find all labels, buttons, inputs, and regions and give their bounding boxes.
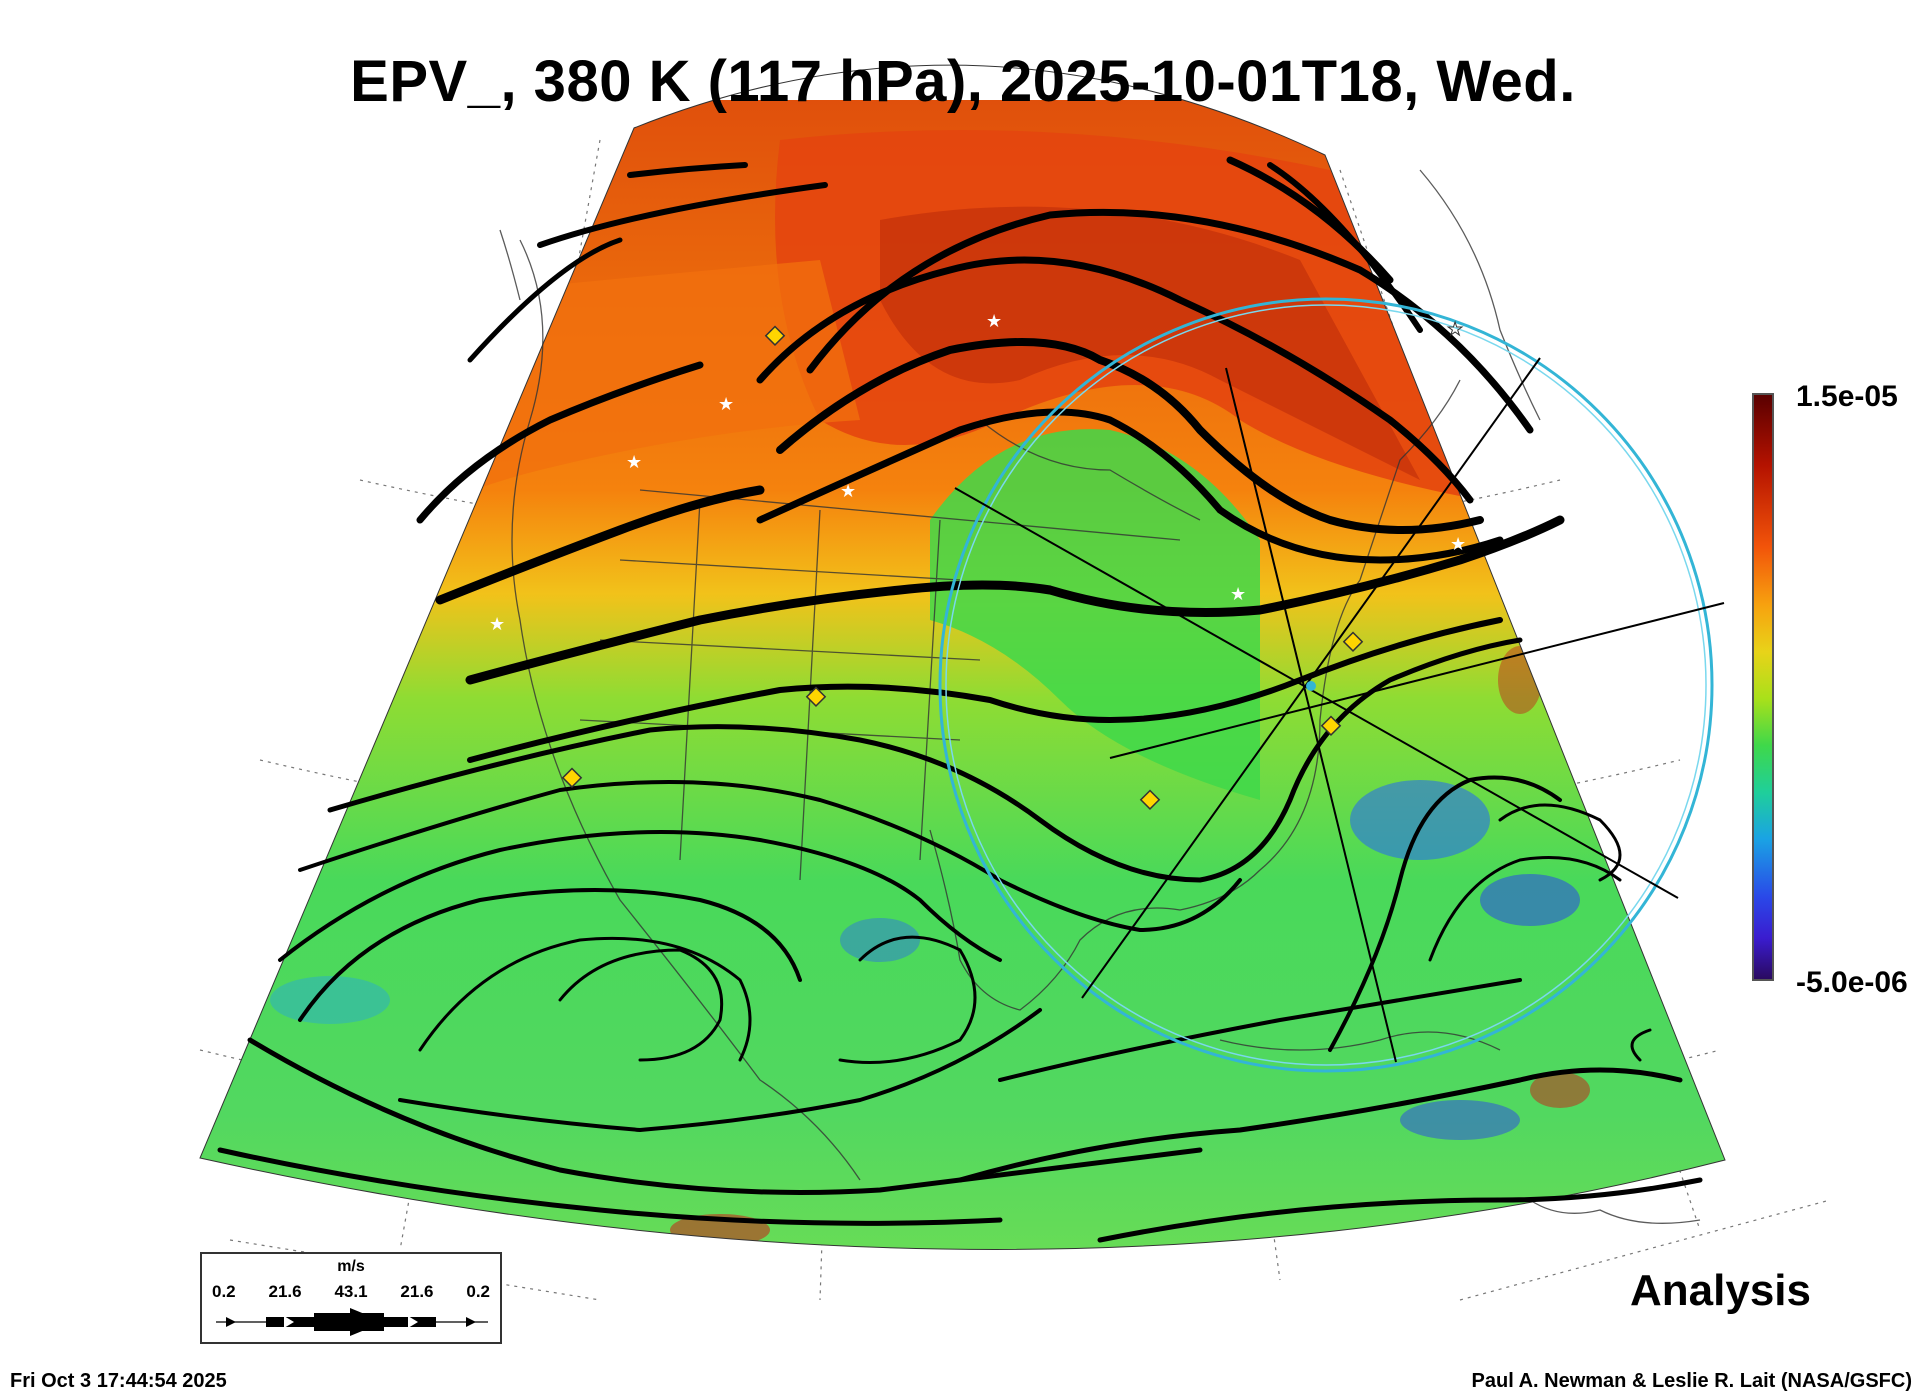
footer-timestamp: Fri Oct 3 17:44:54 2025 [10,1370,227,1392]
analysis-label: Analysis [1630,1266,1811,1315]
svg-text:★: ★ [1450,534,1466,555]
colorbar-min-label: -5.0e-06 [1796,966,1908,999]
range-circle [938,297,1714,1073]
streamlines [217,156,1703,1243]
svg-text:★: ★ [1447,319,1463,340]
legend-ticks: 0.2 21.6 43.1 21.6 0.2 [212,1282,490,1302]
station-markers [561,325,1364,810]
star-markers: ★ ★ ★ ★ ★ ★ ★ ★ [489,311,1466,635]
svg-text:★: ★ [489,614,505,635]
legend-tick: 0.2 [466,1282,490,1301]
range-circle-inner [945,304,1707,1066]
legend-tick: 21.6 [268,1282,302,1301]
svg-text:★: ★ [1230,584,1246,605]
page-title: EPV_, 380 K (117 hPa), 2025-10-01T18, We… [350,49,1576,114]
footer-credit: Paul A. Newman & Leslie R. Lait (NASA/GS… [1471,1370,1912,1392]
svg-text:★: ★ [840,481,856,502]
svg-text:★: ★ [718,394,734,415]
coastlines [499,169,1701,1224]
legend-tick: 21.6 [400,1282,434,1301]
legend-tick: 0.2 [212,1282,236,1301]
legend-units: m/s [337,1258,365,1275]
legend-arrow-scale [216,1308,488,1336]
cross-section-lines [954,357,1725,1063]
svg-text:★: ★ [626,452,642,473]
colorbar [1752,393,1774,981]
svg-text:★: ★ [986,311,1002,332]
legend-tick: 43.1 [334,1282,368,1301]
wind-speed-legend: m/s 0.2 21.6 43.1 21.6 0.2 [200,1252,502,1344]
colorbar-max-label: 1.5e-05 [1796,380,1898,413]
center-point [1306,681,1316,691]
